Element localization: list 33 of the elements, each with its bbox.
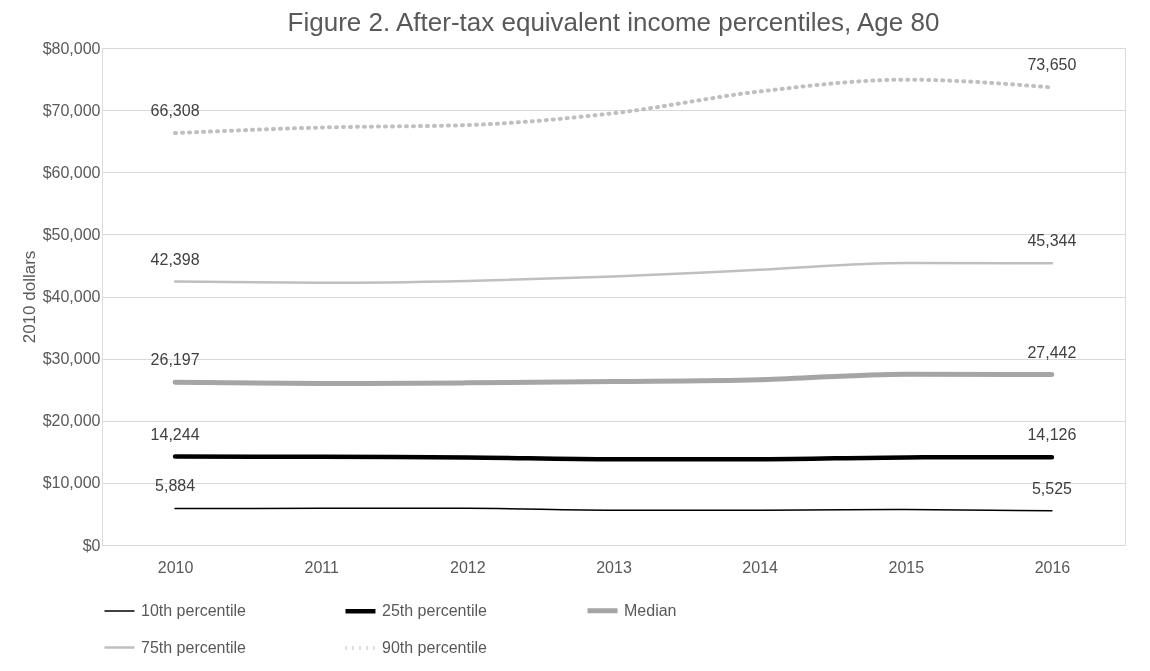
- chart-title: Figure 2. After-tax equivalent income percentiles, Age 80: [287, 7, 940, 37]
- legend-label: 90th percentile: [382, 639, 488, 656]
- y-tick-label: $40,000: [42, 288, 101, 305]
- legend-label: 10th percentile: [141, 602, 247, 619]
- y-tick-label: $70,000: [42, 101, 101, 119]
- y-tick-label: $30,000: [42, 350, 101, 368]
- y-tick-label: $20,000: [42, 412, 101, 430]
- x-tick-label: 2015: [888, 558, 925, 576]
- data-label: 27,442: [1027, 343, 1077, 361]
- data-label: 14,126: [1027, 426, 1077, 444]
- x-tick-label: 2012: [450, 558, 486, 576]
- y-tick-label: $10,000: [42, 474, 101, 492]
- data-label: 66,308: [150, 102, 200, 120]
- data-label: 42,398: [150, 250, 200, 268]
- legend-label: 25th percentile: [382, 602, 488, 620]
- y-tick-label: $80,000: [42, 39, 101, 57]
- y-tick-label: $50,000: [42, 225, 101, 243]
- data-label: 5,884: [155, 477, 196, 495]
- data-label: 26,197: [150, 351, 200, 369]
- x-tick-label: 2013: [596, 558, 632, 576]
- x-tick-label: 2014: [742, 558, 779, 576]
- x-tick-label: 2016: [1034, 558, 1071, 576]
- x-tick-label: 2011: [304, 558, 340, 576]
- x-tick-label: 2010: [157, 558, 194, 576]
- y-tick-label: $0: [82, 536, 101, 554]
- data-label: 14,244: [150, 425, 200, 443]
- y-axis-title: 2010 dollars: [19, 250, 39, 344]
- legend-label: Median: [624, 601, 677, 619]
- data-label: 5,525: [1031, 479, 1073, 497]
- data-label: 73,650: [1027, 56, 1077, 74]
- data-label: 45,344: [1027, 232, 1077, 250]
- y-tick-label: $60,000: [42, 163, 101, 181]
- legend-label: 75th percentile: [141, 638, 247, 656]
